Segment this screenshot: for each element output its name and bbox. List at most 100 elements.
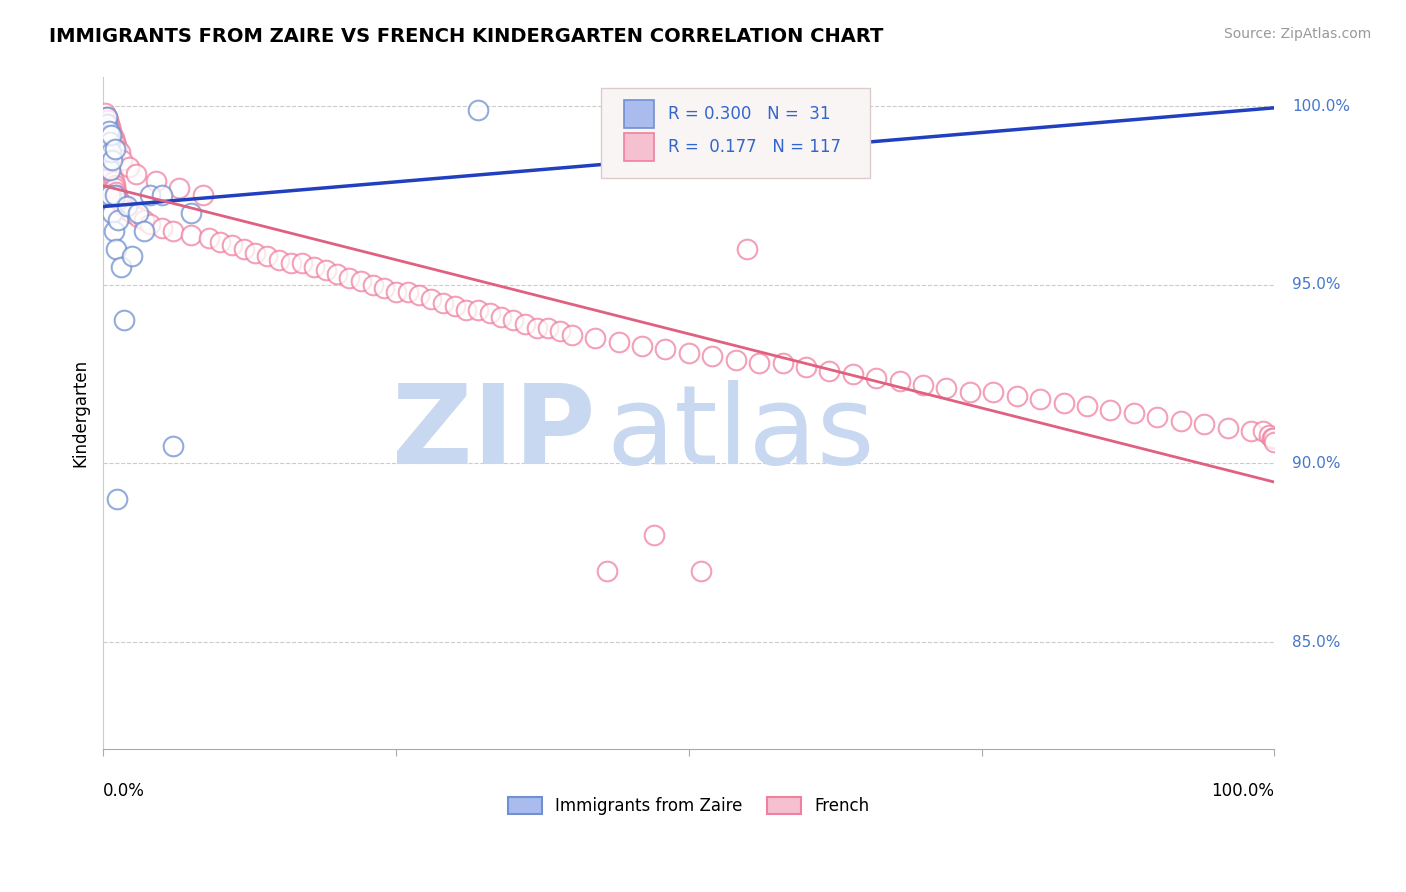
Point [478, 306, 501, 320]
Point [96, 110, 118, 124]
Point [889, 374, 911, 388]
Point [456, 302, 478, 317]
Point [96, 117, 118, 131]
Point [115, 199, 138, 213]
Point [842, 367, 865, 381]
Point [337, 270, 360, 285]
Point [373, 281, 395, 295]
Point [98, 188, 121, 202]
Point [115, 202, 138, 217]
Point [643, 528, 665, 542]
Point [127, 206, 149, 220]
Point [794, 359, 817, 374]
Point [145, 174, 167, 188]
Text: 95.0%: 95.0% [1292, 277, 1340, 293]
Point [111, 153, 134, 167]
Point [607, 334, 630, 349]
Text: atlas: atlas [607, 380, 876, 487]
Point [197, 231, 219, 245]
Point [502, 313, 524, 327]
Text: 85.0%: 85.0% [1292, 635, 1340, 649]
Point [103, 224, 125, 238]
Point [302, 260, 325, 274]
Point [180, 227, 202, 242]
Point [105, 188, 128, 202]
Point [162, 439, 184, 453]
Point [105, 242, 128, 256]
Point [94, 106, 117, 120]
FancyBboxPatch shape [600, 87, 870, 178]
Point [1216, 420, 1239, 434]
Point [125, 167, 148, 181]
Point [291, 256, 314, 270]
Point [150, 188, 173, 202]
Point [443, 299, 465, 313]
Point [1005, 388, 1028, 402]
Point [118, 160, 141, 174]
Point [101, 128, 124, 142]
Point [631, 338, 654, 352]
Point [121, 206, 143, 220]
Point [596, 564, 619, 578]
Point [100, 145, 122, 160]
Point [935, 381, 957, 395]
Point [1122, 406, 1144, 420]
Point [162, 224, 184, 238]
Point [108, 145, 131, 160]
Point [103, 174, 125, 188]
Point [1029, 392, 1052, 406]
Point [1076, 399, 1098, 413]
Point [110, 260, 132, 274]
Point [267, 252, 290, 267]
Point [983, 384, 1005, 399]
Point [98, 153, 121, 167]
Text: 100.0%: 100.0% [1212, 782, 1274, 800]
Point [583, 331, 606, 345]
Point [396, 285, 419, 299]
Point [134, 213, 156, 227]
Point [103, 131, 125, 145]
Point [104, 188, 127, 202]
Point [96, 120, 118, 135]
Point [96, 113, 118, 128]
Point [98, 117, 121, 131]
Point [101, 153, 124, 167]
Point [537, 320, 560, 334]
Point [1099, 402, 1122, 417]
Point [702, 349, 724, 363]
Point [1052, 395, 1074, 409]
Point [748, 356, 770, 370]
Point [1146, 409, 1168, 424]
Point [100, 156, 122, 170]
Point [221, 238, 243, 252]
Point [100, 124, 122, 138]
Point [420, 292, 443, 306]
Point [112, 313, 135, 327]
Point [139, 217, 162, 231]
Point [97, 153, 120, 167]
Point [97, 131, 120, 145]
Point [1257, 428, 1279, 442]
Point [139, 188, 162, 202]
Point [105, 185, 128, 199]
Point [1170, 413, 1192, 427]
Point [100, 160, 122, 174]
Point [737, 242, 759, 256]
Point [98, 135, 121, 149]
Point [561, 327, 583, 342]
Text: 100.0%: 100.0% [1292, 98, 1350, 113]
Point [385, 285, 408, 299]
Point [280, 256, 302, 270]
Point [408, 288, 430, 302]
Point [107, 213, 129, 227]
Y-axis label: Kindergarten: Kindergarten [72, 359, 89, 467]
Point [127, 210, 149, 224]
Point [98, 124, 121, 138]
Bar [624, 133, 654, 161]
Point [107, 192, 129, 206]
Point [818, 363, 841, 377]
Point [209, 235, 232, 249]
Legend: Immigrants from Zaire, French: Immigrants from Zaire, French [502, 790, 876, 822]
Point [361, 277, 384, 292]
Point [96, 110, 118, 124]
